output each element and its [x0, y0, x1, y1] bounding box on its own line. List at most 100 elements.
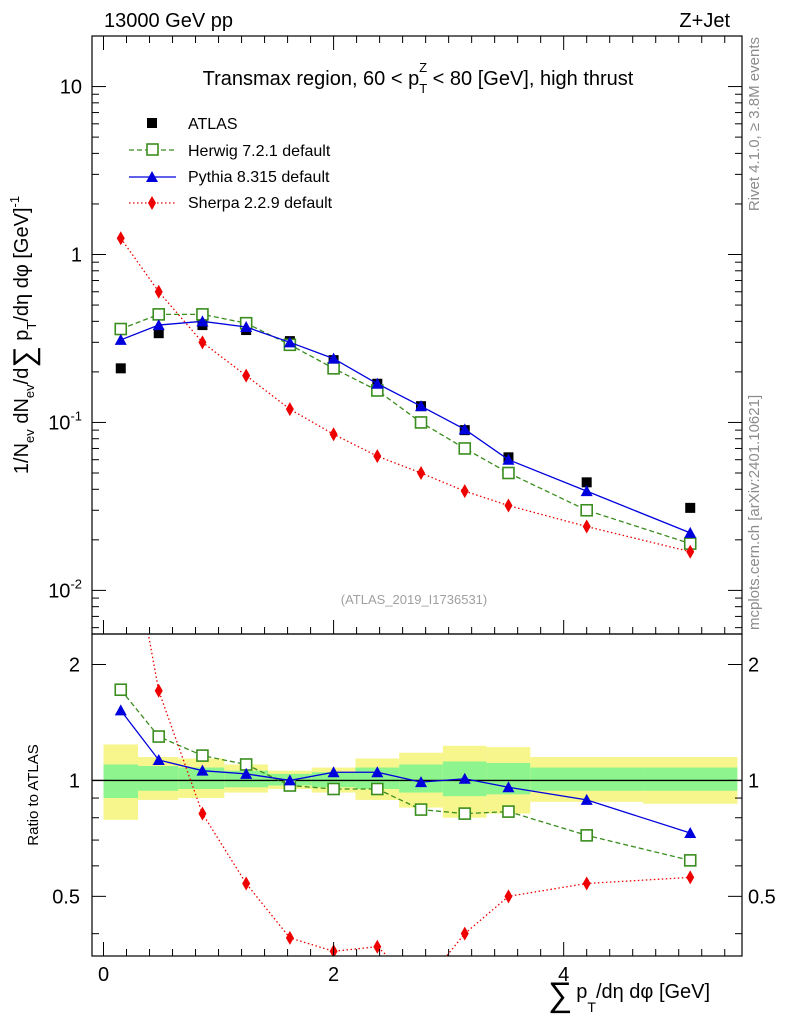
- pythia-point: [502, 453, 515, 465]
- side-text-top: Rivet 4.1.0, ≥ 3.8M events: [746, 37, 763, 211]
- sherpa-ratio-point: [285, 930, 294, 945]
- plot-title-prefix: Transmax region, 60 < p: [203, 68, 420, 90]
- plot-title-suffix: < 80 [GeV], high thrust: [427, 68, 634, 90]
- ratio-band-inner: [178, 767, 225, 789]
- herwig-point: [458, 442, 472, 455]
- pythia-ratio-point: [580, 793, 593, 805]
- ylab-b: ev: [22, 429, 37, 443]
- y-tick-exp: -1: [70, 408, 82, 423]
- sherpa-point: [686, 544, 695, 559]
- pythia-point: [240, 321, 253, 333]
- herwig-point: [152, 308, 166, 321]
- ylab-d: ev: [22, 384, 37, 398]
- sherpa-point: [373, 449, 382, 464]
- watermark: (ATLAS_2019_I1736531): [341, 592, 487, 607]
- herwig-point: [414, 416, 428, 429]
- y-tick-label-top: 1: [71, 245, 82, 267]
- pythia-ratio-point: [152, 753, 165, 765]
- plot-title-sub: T: [419, 81, 427, 96]
- herwig-ratio-point: [371, 782, 384, 796]
- ylab-sum: ∑: [8, 346, 41, 367]
- x-tick-label: 0: [98, 964, 109, 986]
- herwig-ratio-point: [196, 749, 209, 762]
- atlas-data-point: [115, 363, 126, 374]
- bottom-panel-series: [114, 634, 697, 956]
- x-tick-label: 2: [328, 964, 339, 986]
- y-tick-label-bottom-right: 1: [748, 770, 759, 792]
- pythia-point: [114, 333, 127, 345]
- herwig-ratio-point: [683, 854, 697, 867]
- ratio-band-inner: [311, 772, 356, 788]
- ylab-e: /d: [11, 368, 33, 385]
- sherpa-point: [198, 335, 207, 350]
- sherpa-point: [116, 231, 125, 246]
- herwig-point: [580, 503, 593, 517]
- top-panel-series: [114, 231, 697, 559]
- herwig-point: [114, 322, 128, 336]
- sherpa-point: [242, 368, 251, 383]
- x-axis-label: ∑ pT/dη dφ [GeV]: [548, 976, 710, 1015]
- sherpa-point: [285, 402, 294, 417]
- sherpa-ratio-point: [582, 876, 591, 891]
- ratio-band-inner: [103, 764, 139, 799]
- pythia-ratio-line: [120, 709, 691, 834]
- pythia-ratio-point: [327, 766, 340, 778]
- y-tick-label-top: 10: [60, 77, 82, 99]
- sherpa-point: [582, 519, 591, 534]
- ylab-g: T: [24, 322, 39, 330]
- ylab-h: /dη dφ [GeV]: [11, 207, 33, 321]
- sherpa-ratio-point: [504, 889, 513, 904]
- pythia-point: [371, 377, 384, 389]
- legend-label-pythia: Pythia 8.315 default: [188, 169, 330, 186]
- pythia-point: [152, 319, 165, 331]
- pythia-point: [415, 400, 428, 412]
- y-axis-label-bottom: Ratio to ATLAS: [25, 744, 42, 845]
- atlas-data-point: [685, 502, 696, 513]
- sherpa-point: [417, 466, 426, 481]
- x-tick-label: 4: [558, 964, 569, 986]
- herwig-ratio-point: [414, 803, 428, 816]
- herwig-ratio-point: [327, 782, 340, 796]
- ylab-c: dN: [11, 398, 33, 429]
- ratio-band-inner: [355, 767, 400, 789]
- legend-marker-sherpa: [148, 196, 156, 210]
- herwig-point: [502, 466, 515, 480]
- y-tick-label-bottom-left: 0.5: [52, 886, 80, 908]
- y-axis-label-top: 1/Nev dNev/d∑ pT/dη dφ [GeV]-1: [7, 196, 41, 474]
- xlab-sum: ∑: [548, 976, 572, 1014]
- y-tick-exp: -2: [70, 576, 82, 591]
- herwig-ratio-line: [120, 689, 691, 862]
- sherpa-line: [120, 237, 691, 553]
- y-tick-base: 10: [48, 580, 70, 602]
- herwig-ratio-point: [114, 683, 128, 697]
- xlab-p: p: [576, 981, 587, 1003]
- series-layer: [114, 231, 697, 956]
- plot-title-sup: Z: [419, 60, 427, 75]
- legend-label-sherpa: Sherpa 2.2.9 default: [188, 195, 333, 212]
- herwig-point: [327, 362, 340, 375]
- ratio-band-inner: [643, 767, 738, 791]
- pythia-point: [283, 336, 296, 348]
- sherpa-point: [154, 284, 163, 299]
- side-text-bottom: mcplots.cern.ch [arXiv:2401.10621]: [746, 395, 763, 630]
- pythia-ratio-point: [240, 767, 253, 779]
- ratio-band-inner: [224, 770, 269, 788]
- pythia-ratio-point: [196, 764, 209, 776]
- sherpa-ratio-point: [154, 683, 163, 698]
- herwig-line: [120, 313, 691, 545]
- pythia-ratio-point: [502, 781, 515, 793]
- atlas-data-point: [581, 477, 592, 488]
- legend-marker-pythia: [146, 171, 158, 182]
- pythia-ratio-point: [114, 704, 127, 716]
- y-tick-label-top: 10-1: [48, 408, 82, 434]
- pythia-point: [458, 423, 471, 435]
- herwig-ratio-point: [580, 829, 593, 842]
- y-tick-label-top: 10-2: [48, 576, 82, 602]
- pythia-ratio-point: [371, 766, 384, 778]
- ratio-bands: [92, 744, 742, 820]
- sherpa-ratio-point: [198, 806, 207, 821]
- herwig-ratio-point: [458, 807, 472, 820]
- pythia-line: [120, 320, 691, 534]
